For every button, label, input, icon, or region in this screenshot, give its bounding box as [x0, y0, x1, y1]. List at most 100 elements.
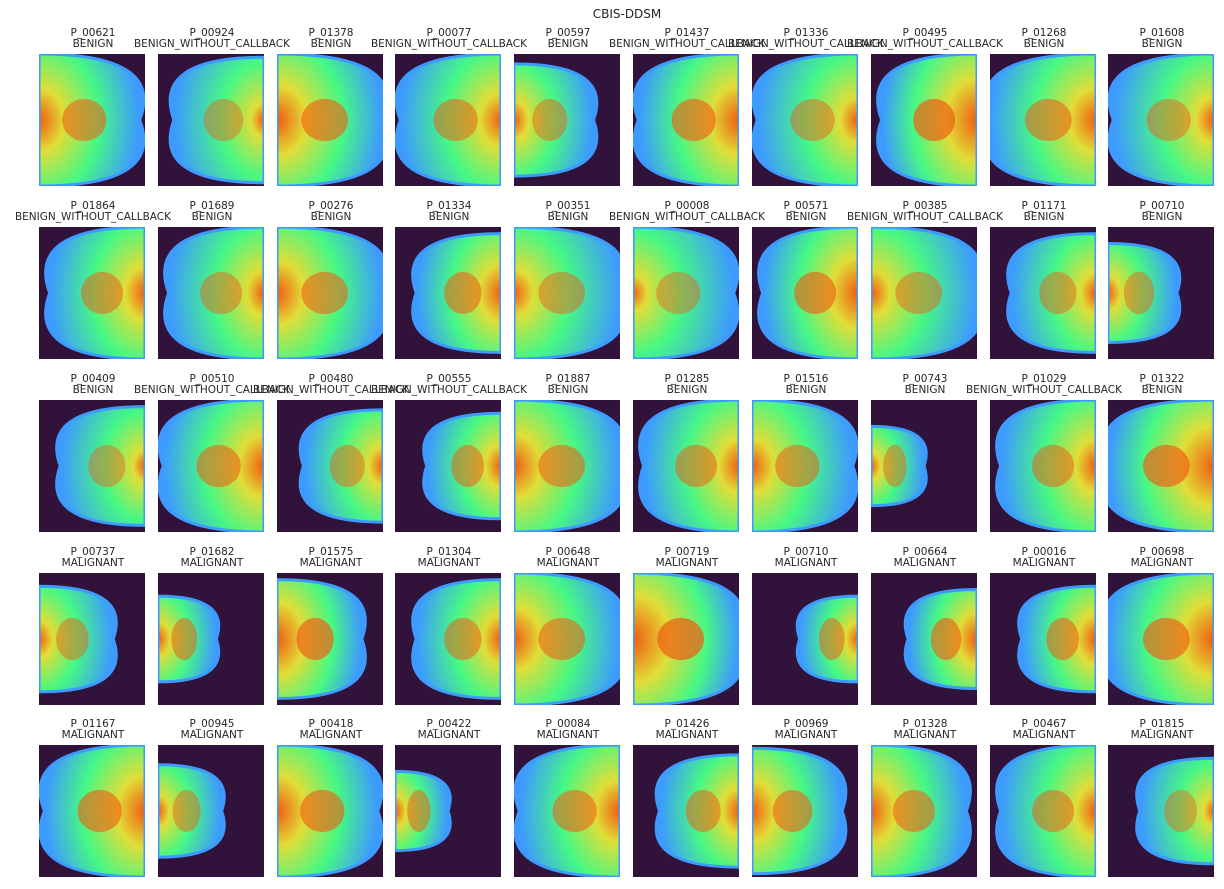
- mammogram-panel: P_00648 MALIGNANT: [514, 547, 622, 707]
- patient-id: P_01336: [783, 27, 829, 39]
- dense-region: [62, 98, 107, 142]
- mammogram-image: [871, 745, 977, 877]
- mammogram-panel: P_00555 BENIGN_WITHOUT_CALLBACK: [371, 374, 527, 534]
- patient-id: P_00077: [426, 27, 472, 39]
- patient-id: P_00969: [783, 718, 829, 730]
- dense-region: [930, 617, 962, 661]
- mammogram-panel: P_00495 BENIGN_WITHOUT_CALLBACK: [847, 28, 1003, 188]
- pathology-label: BENIGN_WITHOUT_CALLBACK: [14, 211, 172, 223]
- mammogram-image: [871, 400, 977, 532]
- dense-region: [407, 789, 431, 833]
- dense-region: [1164, 789, 1197, 833]
- pathology-label: MALIGNANT: [299, 557, 363, 569]
- pathology-label: MALIGNANT: [893, 557, 957, 569]
- breast-tissue: [1108, 54, 1214, 186]
- panel-title: P_00710 MALIGNANT: [775, 547, 838, 569]
- panel-title: P_01285 BENIGN: [665, 374, 710, 396]
- mammogram-panel: P_00621 BENIGN: [39, 28, 147, 188]
- panel-title: P_01336 BENIGN_WITHOUT_CALLBACK: [728, 28, 884, 50]
- mammogram-panel: P_00719 MALIGNANT: [633, 547, 741, 707]
- panel-title: P_00467 MALIGNANT: [1013, 719, 1076, 741]
- dense-region: [200, 271, 243, 315]
- patient-id: P_00409: [70, 373, 116, 385]
- panel-title: P_01608 BENIGN: [1140, 28, 1185, 50]
- dense-region: [895, 271, 943, 315]
- patient-id: P_01328: [902, 718, 948, 730]
- mammogram-panel: P_01689 BENIGN: [158, 201, 266, 361]
- patient-id: P_00480: [308, 373, 354, 385]
- breast-tissue: [1006, 232, 1096, 354]
- pathology-label: MALIGNANT: [1012, 557, 1076, 569]
- patient-id: P_01682: [189, 546, 235, 558]
- panel-title: P_01322 BENIGN: [1140, 374, 1185, 396]
- breast-tissue: [163, 227, 264, 359]
- mammogram-image: [158, 573, 264, 705]
- mammogram-image: [1108, 400, 1214, 532]
- dense-region: [56, 617, 89, 661]
- mammogram-image: [39, 54, 145, 186]
- pathology-label: MALIGNANT: [1012, 729, 1076, 741]
- mammogram-svg: [158, 400, 264, 532]
- mammogram-panel: P_00077 BENIGN_WITHOUT_CALLBACK: [371, 28, 527, 188]
- mammogram-svg: [514, 227, 620, 359]
- mammogram-panel: P_00710 MALIGNANT: [752, 547, 860, 707]
- mammogram-svg: [39, 54, 145, 186]
- mammogram-svg: [871, 227, 977, 359]
- pathology-label: BENIGN: [1141, 384, 1183, 396]
- pathology-label: BENIGN: [310, 38, 352, 50]
- mammogram-svg: [39, 573, 145, 705]
- mammogram-image: [514, 54, 620, 186]
- mammogram-panel: P_00480 BENIGN_WITHOUT_CALLBACK: [253, 374, 409, 534]
- mammogram-image: [633, 54, 739, 186]
- pathology-label: BENIGN_WITHOUT_CALLBACK: [846, 211, 1004, 223]
- mammogram-svg: [277, 573, 383, 705]
- mammogram-svg: [39, 227, 145, 359]
- patient-id: P_00737: [70, 546, 116, 558]
- mammogram-image: [277, 54, 383, 186]
- mammogram-panel: P_01336 BENIGN_WITHOUT_CALLBACK: [728, 28, 884, 188]
- mammogram-image: [395, 400, 501, 532]
- pathology-label: BENIGN_WITHOUT_CALLBACK: [133, 384, 291, 396]
- dense-region: [451, 444, 484, 488]
- mammogram-image: [395, 227, 501, 359]
- breast-tissue: [168, 55, 264, 185]
- mammogram-image: [633, 745, 739, 877]
- dense-region: [913, 98, 956, 142]
- dense-region: [794, 271, 837, 315]
- dense-region: [88, 444, 126, 488]
- figure-title: CBIS-DDSM: [592, 7, 662, 21]
- dense-region: [203, 98, 244, 142]
- mammogram-image: [277, 745, 383, 877]
- mammogram-svg: [633, 745, 739, 877]
- panel-title: P_01426 MALIGNANT: [656, 719, 719, 741]
- mammogram-panel: P_00510 BENIGN_WITHOUT_CALLBACK: [134, 374, 290, 534]
- panel-title: P_00385 BENIGN_WITHOUT_CALLBACK: [847, 201, 1003, 223]
- panel-title: P_00077 BENIGN_WITHOUT_CALLBACK: [371, 28, 527, 50]
- patient-id: P_01171: [1021, 200, 1067, 212]
- mammogram-image: [514, 227, 620, 359]
- mammogram-image: [633, 400, 739, 532]
- mammogram-svg: [752, 573, 858, 705]
- patient-id: P_00084: [545, 718, 591, 730]
- pathology-label: MALIGNANT: [655, 729, 719, 741]
- panel-title: P_00409 BENIGN: [71, 374, 116, 396]
- breast-tissue: [752, 54, 858, 186]
- mammogram-image: [752, 54, 858, 186]
- patient-id: P_00719: [664, 546, 710, 558]
- mammogram-svg: [633, 573, 739, 705]
- patient-id: P_01029: [1021, 373, 1067, 385]
- dense-region: [296, 617, 334, 661]
- patient-id: P_01437: [664, 27, 710, 39]
- pathology-label: MALIGNANT: [299, 729, 363, 741]
- patient-id: P_00418: [308, 718, 354, 730]
- patient-id: P_00621: [70, 27, 116, 39]
- mammogram-image: [1108, 227, 1214, 359]
- mammogram-image: [871, 227, 977, 359]
- dense-region: [1046, 617, 1079, 661]
- patient-id: P_00648: [545, 546, 591, 558]
- mammogram-svg: [1108, 400, 1214, 532]
- mammogram-svg: [395, 573, 501, 705]
- panel-title: P_00016 MALIGNANT: [1013, 547, 1076, 569]
- panel-title: P_01864 BENIGN_WITHOUT_CALLBACK: [15, 201, 171, 223]
- mammogram-svg: [277, 400, 383, 532]
